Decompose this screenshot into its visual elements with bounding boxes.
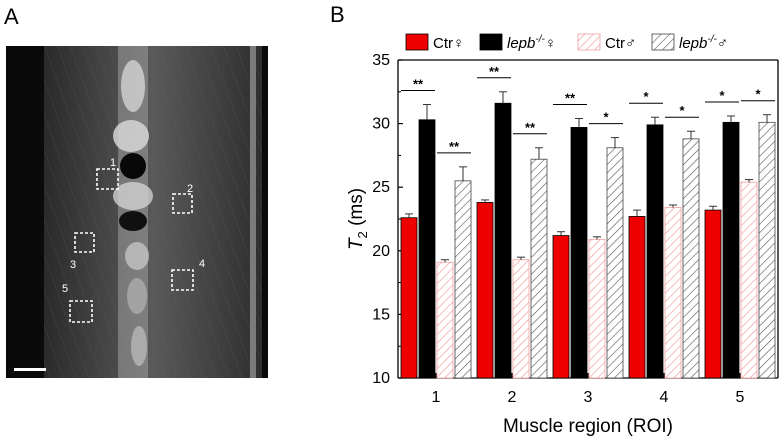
legend-label-2: lepb-/-♀ bbox=[507, 34, 556, 52]
bar-3-roi-4 bbox=[664, 207, 682, 379]
bar-3-roi-2 bbox=[512, 259, 530, 379]
y-tick-label: 15 bbox=[372, 306, 390, 323]
roi-label-4: 4 bbox=[199, 258, 205, 270]
bar-3-roi-3 bbox=[588, 238, 606, 379]
roi-box-3 bbox=[74, 232, 95, 253]
significance-label: ** bbox=[565, 91, 576, 106]
roi-box-1 bbox=[96, 168, 119, 190]
legend-label-3: Ctr♂ bbox=[605, 35, 636, 52]
x-axis-title: Muscle region (ROI) bbox=[503, 416, 673, 437]
x-tick-label: 2 bbox=[508, 389, 517, 406]
bar-4-roi-1 bbox=[454, 180, 472, 379]
bar-3-roi-5 bbox=[740, 181, 758, 379]
bar-2-roi-5 bbox=[722, 121, 740, 379]
roi-label-2: 2 bbox=[187, 183, 193, 195]
roi-box-2 bbox=[172, 193, 193, 214]
roi-label-3: 3 bbox=[70, 259, 76, 271]
bar-4-roi-2 bbox=[530, 158, 548, 379]
y-tick-label: 10 bbox=[372, 370, 390, 387]
legend-label-4: lepb-/-♂ bbox=[679, 34, 728, 52]
significance-label: ** bbox=[525, 120, 536, 135]
bar-2-roi-4 bbox=[646, 124, 664, 379]
roi-label-5: 5 bbox=[62, 283, 68, 295]
bar-2-roi-1 bbox=[418, 119, 436, 379]
bar-1-roi-4 bbox=[628, 216, 646, 379]
bar-1-roi-3 bbox=[552, 235, 570, 379]
roi-box-4 bbox=[171, 269, 194, 291]
y-tick-label: 35 bbox=[372, 52, 390, 69]
chart-legend: Ctr♀ lepb-/-♀ Ctr♂ lepb-/-♂ bbox=[405, 33, 728, 52]
significance-label: ** bbox=[489, 64, 500, 79]
mri-muscle-texture bbox=[44, 46, 262, 378]
x-tick-label: 1 bbox=[432, 389, 441, 406]
mri-image: 1 2 3 4 5 bbox=[6, 46, 268, 378]
panel-label-b: B bbox=[330, 2, 345, 27]
scale-bar bbox=[14, 368, 46, 371]
legend-swatch-1 bbox=[405, 33, 429, 51]
bar-4-roi-5 bbox=[758, 121, 776, 379]
significance-label: ** bbox=[413, 77, 424, 92]
panel-label-a: A bbox=[4, 4, 19, 29]
significance-label: * bbox=[755, 87, 761, 102]
significance-label: ** bbox=[449, 139, 460, 154]
legend-swatch-4 bbox=[651, 33, 675, 51]
mri-spine bbox=[113, 46, 153, 378]
roi-boxes bbox=[69, 168, 194, 323]
roi-label-1: 1 bbox=[110, 157, 116, 169]
x-tick-label: 4 bbox=[660, 389, 669, 406]
significance-label: * bbox=[643, 89, 649, 104]
bar-4-roi-4 bbox=[682, 138, 700, 379]
bar-1-roi-5 bbox=[704, 209, 722, 379]
bar-3-roi-1 bbox=[436, 261, 454, 379]
legend-label-1: Ctr♀ bbox=[433, 35, 464, 52]
roi-box-5 bbox=[69, 300, 93, 323]
legend-swatch-3 bbox=[577, 33, 601, 51]
y-axis-title: T2 (ms) bbox=[346, 188, 370, 250]
legend-swatch-2 bbox=[479, 33, 503, 51]
bar-2-roi-2 bbox=[494, 102, 512, 379]
x-tick-label: 5 bbox=[736, 389, 745, 406]
mri-right-edge bbox=[250, 46, 256, 378]
y-tick-label: 30 bbox=[372, 116, 390, 133]
y-tick-label: 20 bbox=[372, 243, 390, 260]
bar-2-roi-3 bbox=[570, 127, 588, 379]
bar-1-roi-1 bbox=[400, 217, 418, 379]
significance-label: * bbox=[679, 103, 685, 118]
bar-4-roi-3 bbox=[606, 147, 624, 379]
x-tick-label: 3 bbox=[584, 389, 593, 406]
y-tick-label: 25 bbox=[372, 179, 390, 196]
significance-label: * bbox=[719, 88, 725, 103]
significance-label: * bbox=[603, 110, 609, 125]
bar-1-roi-2 bbox=[476, 202, 494, 379]
